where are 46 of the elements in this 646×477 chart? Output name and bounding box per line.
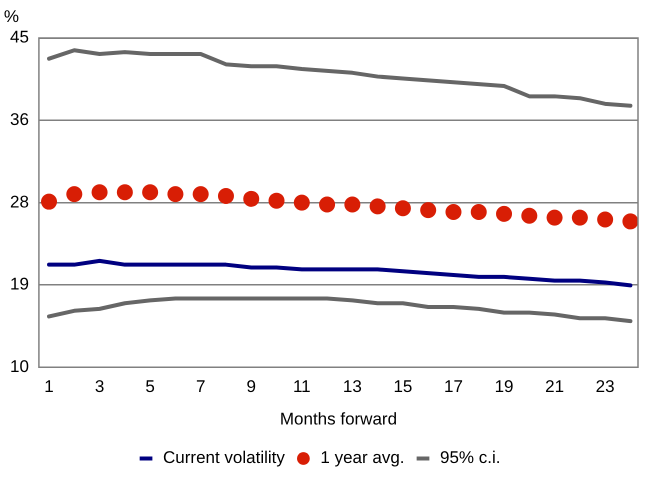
point	[622, 213, 638, 230]
point	[420, 202, 436, 218]
point	[344, 196, 360, 212]
y-tick-label: 36	[10, 110, 29, 129]
point	[218, 188, 234, 204]
x-tick-label: 17	[444, 377, 463, 396]
legend-label: 95% c.i.	[440, 448, 500, 468]
x-tick-label: 11	[292, 377, 311, 396]
y-tick-label: 19	[10, 274, 29, 294]
x-tick-label: 7	[196, 377, 206, 396]
point	[394, 200, 411, 216]
x-tick-label: 19	[494, 377, 514, 396]
legend-label: 1 year avg.	[320, 448, 405, 468]
point	[92, 184, 108, 200]
point	[294, 194, 310, 211]
point	[521, 208, 538, 224]
x-tick-label: 1	[44, 377, 54, 396]
x-tick-label: 15	[393, 377, 412, 396]
point	[66, 186, 82, 202]
y-tick-label: 28	[10, 192, 29, 212]
x-tick-label: 3	[94, 377, 104, 396]
point	[470, 204, 487, 220]
point	[192, 186, 209, 202]
point	[546, 210, 563, 226]
x-axis-title: Months forward	[280, 409, 398, 428]
point	[243, 190, 260, 207]
point	[370, 198, 386, 214]
x-tick-label: 5	[145, 377, 155, 396]
y-tick-label: 10	[10, 356, 29, 376]
point	[268, 192, 285, 209]
y-tick-label: 45	[10, 28, 29, 47]
point	[496, 206, 512, 222]
point	[319, 196, 336, 212]
point	[142, 184, 158, 200]
y-axis-title: %	[4, 7, 20, 26]
point	[597, 212, 614, 228]
x-tick-label: 9	[246, 377, 256, 396]
x-tick-label: 13	[342, 377, 362, 396]
legend-label: Current volatility	[163, 448, 286, 468]
point	[445, 204, 462, 220]
point	[41, 194, 58, 210]
point	[572, 210, 588, 226]
point	[116, 184, 133, 200]
point	[167, 186, 184, 202]
x-tick-label: 23	[596, 377, 615, 396]
x-tick-label: 21	[545, 377, 564, 396]
